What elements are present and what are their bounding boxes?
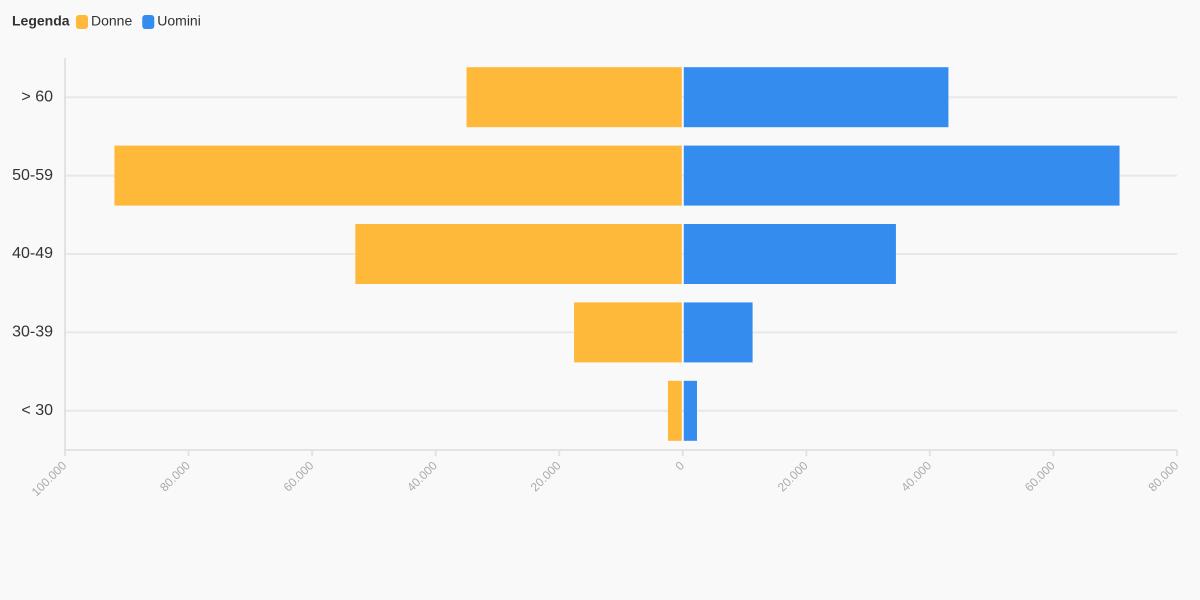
bar[interactable] [466, 67, 682, 128]
x-tick-label: 80.000 [1146, 458, 1182, 494]
legend-swatch[interactable] [76, 15, 88, 29]
x-tick-label: 0 [673, 458, 688, 473]
bar[interactable] [683, 380, 697, 441]
legend-swatch[interactable] [142, 15, 155, 29]
legend-label[interactable]: Donne [91, 13, 132, 29]
bar[interactable] [574, 302, 682, 363]
y-tick-label: 30-39 [12, 324, 53, 341]
bar[interactable] [683, 67, 949, 128]
x-tick-label: 60.000 [1022, 458, 1058, 494]
x-tick-label: 80.000 [157, 458, 193, 494]
y-tick-label: > 60 [21, 88, 53, 105]
x-tick-label: 20.000 [775, 458, 811, 494]
y-tick-label: 50-59 [12, 167, 53, 184]
bar[interactable] [683, 224, 896, 284]
x-tick-label: 100.000 [29, 458, 70, 499]
legend-label[interactable]: Uomini [157, 13, 201, 29]
x-tick-label: 20.000 [528, 458, 564, 494]
legend-title: Legenda [12, 13, 70, 29]
bar[interactable] [683, 145, 1120, 206]
x-tick-label: 40.000 [898, 458, 934, 494]
x-tick-label: 40.000 [404, 458, 440, 494]
bar[interactable] [683, 302, 753, 363]
y-tick-label: 40-49 [12, 245, 53, 262]
x-tick-label: 60.000 [281, 458, 317, 494]
bar[interactable] [114, 145, 682, 206]
bar[interactable] [355, 224, 682, 284]
y-tick-label: < 30 [21, 402, 53, 419]
bar[interactable] [667, 380, 682, 441]
